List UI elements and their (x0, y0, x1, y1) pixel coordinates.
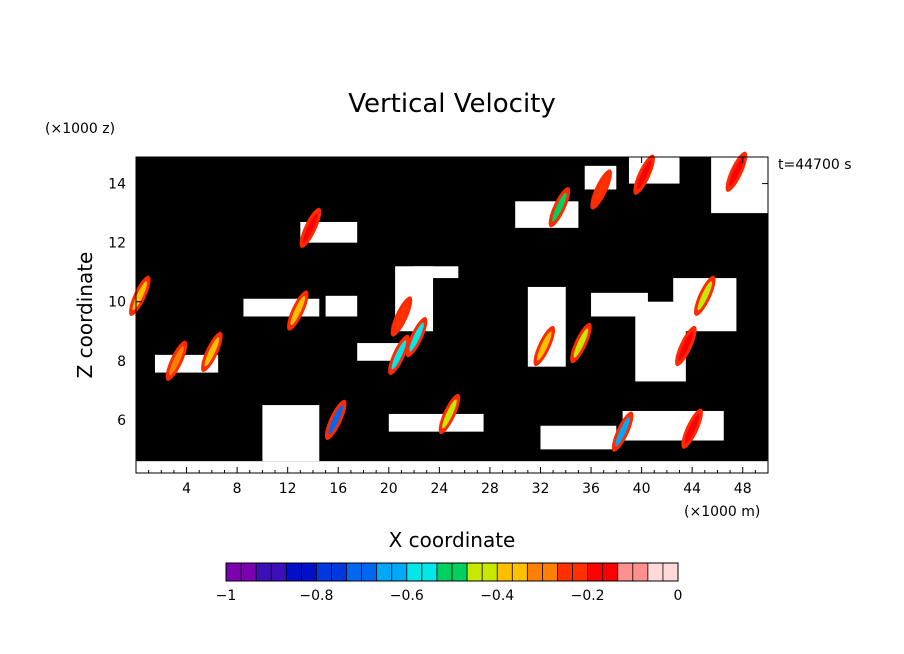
region-11 (540, 425, 617, 450)
y-tick-label-1: 8 (117, 354, 126, 370)
region-2 (591, 292, 648, 317)
region-9 (262, 405, 320, 462)
x-axis: 4 8 12 16 20 24 28 32 36 40 44 48 (148, 157, 756, 497)
colorbar-tick-label-4: −0.2 (571, 588, 605, 604)
streak-3 (570, 322, 592, 364)
region-8 (243, 298, 320, 317)
streak-4 (675, 325, 697, 367)
x-tick-label-7: 32 (532, 481, 550, 497)
x-tick-label-2: 12 (279, 481, 297, 497)
streak-layer (129, 151, 748, 452)
streak-8 (548, 187, 571, 228)
y-unit-label: (×1000 z) (45, 121, 115, 137)
region-7 (325, 295, 358, 317)
colorbar-tick-label-0: −1 (216, 588, 237, 604)
streak-5 (694, 275, 716, 316)
y-tick-label-4: 14 (108, 177, 126, 193)
x-axis-title: X coordinate (389, 528, 516, 552)
streak-12 (438, 393, 461, 435)
region-0 (136, 461, 768, 473)
region-6 (357, 343, 402, 361)
colorbar-tick-label-5: 0 (674, 588, 683, 604)
x-tick-label-10: 44 (683, 481, 701, 497)
streak-13 (324, 399, 347, 440)
x-tick-label-3: 16 (329, 481, 347, 497)
streak-0 (390, 296, 413, 337)
chart-title: Vertical Velocity (348, 89, 556, 119)
x-tick-label-0: 4 (182, 481, 191, 497)
streak-11 (388, 334, 410, 375)
streak-15 (165, 340, 188, 381)
time-label: t=44700 s (778, 157, 852, 173)
x-tick-label-4: 20 (380, 481, 398, 497)
colorbar: −1 −0.8 −0.6 −0.4 −0.2 0 (216, 562, 683, 604)
streak-2 (533, 325, 556, 367)
colorbar-frame (225, 562, 679, 582)
x-tick-label-1: 8 (233, 481, 242, 497)
y-axis: 6 8 10 12 14 (108, 177, 768, 429)
streak-1 (405, 317, 428, 358)
y-tick-label-3: 12 (108, 236, 126, 252)
streak-18 (611, 411, 634, 452)
x-tick-label-6: 28 (481, 481, 499, 497)
x-tick-label-5: 24 (430, 481, 448, 497)
plot-area (129, 151, 769, 474)
colorbar-tick-label-2: −0.6 (390, 588, 424, 604)
region-12 (622, 410, 724, 441)
streak-16 (201, 331, 223, 373)
x-tick-label-9: 40 (633, 481, 651, 497)
y-tick-label-0: 6 (117, 413, 126, 429)
colorbar-tick-label-1: −0.8 (299, 588, 333, 604)
streak-14 (725, 151, 748, 192)
streak-7 (590, 169, 612, 210)
x-unit-label: (×1000 m) (684, 504, 760, 520)
x-tick-label-8: 36 (582, 481, 600, 497)
streak-6 (633, 154, 655, 195)
region-18 (515, 201, 579, 228)
streak-10 (299, 207, 322, 248)
streak-9 (287, 290, 309, 331)
region-19 (414, 266, 459, 279)
y-tick-label-2: 10 (108, 295, 126, 311)
x-tick-label-11: 48 (734, 481, 752, 497)
region-10 (388, 413, 484, 432)
colorbar-tick-label-3: −0.4 (480, 588, 514, 604)
streak-19 (681, 408, 703, 449)
y-axis-title: Z coordinate (73, 252, 97, 379)
region-5 (527, 286, 566, 367)
